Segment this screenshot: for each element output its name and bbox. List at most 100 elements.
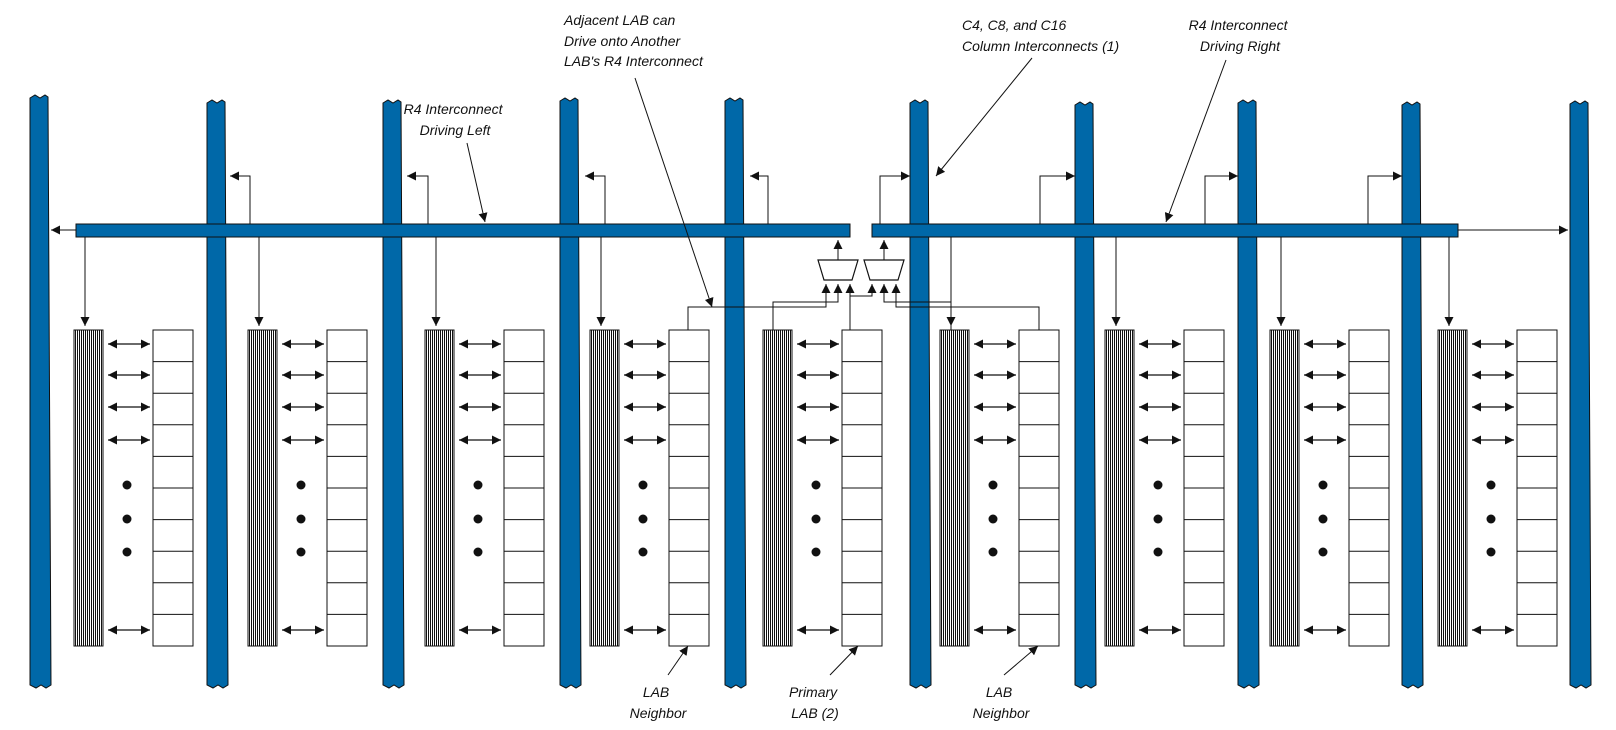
mux-input: [772, 284, 843, 330]
driver-multiplexer-right: [863, 259, 905, 281]
lab: [424, 329, 545, 647]
local-interconnect-block: [589, 329, 620, 647]
local-interconnect-frame: [1437, 329, 1468, 647]
ellipsis-dot: [296, 514, 306, 524]
lab-neighbor-right-label: LAB Neighbor: [973, 684, 1031, 721]
local-interconnect-block: [247, 329, 278, 647]
ellipsis-dot: [638, 480, 648, 490]
ellipsis-dot: [1486, 480, 1496, 490]
lab: [1104, 329, 1225, 647]
lab: [1437, 329, 1558, 647]
ellipsis-dot: [1153, 514, 1163, 524]
logic-element-stack: [152, 329, 194, 647]
lab: [939, 329, 1060, 647]
ellipsis-dot: [811, 547, 821, 557]
lab: [247, 329, 368, 647]
column-interconnects: [29, 94, 1592, 689]
ellipsis-dot: [811, 514, 821, 524]
primary-lab-label: Primary LAB (2): [789, 684, 841, 721]
local-interconnect-frame: [73, 329, 104, 647]
r4-interconnect-left: [75, 223, 851, 238]
adjacent-lab-label: Adjacent LAB can Drive onto Another LAB'…: [563, 12, 704, 69]
local-interconnect-frame: [762, 329, 793, 647]
driver-multiplexer-left: [817, 259, 859, 281]
lab: [589, 329, 710, 647]
annotation-pointers: [466, 57, 1227, 676]
column-interconnect: [1569, 100, 1592, 689]
local-interconnect-block: [1269, 329, 1300, 647]
ellipsis-dot: [988, 547, 998, 557]
local-interconnect-frame: [1269, 329, 1300, 647]
local-interconnect-frame: [939, 329, 970, 647]
r4-interconnect-right: [871, 223, 1459, 238]
local-interconnect-block: [1437, 329, 1468, 647]
ellipsis-dot: [296, 480, 306, 490]
lab-array: [73, 329, 1558, 647]
lab: [1269, 329, 1390, 647]
local-interconnect-frame: [589, 329, 620, 647]
ellipsis-dot: [638, 547, 648, 557]
ellipsis-dot: [122, 480, 132, 490]
logic-element-stack: [1348, 329, 1390, 647]
local-interconnect-block: [939, 329, 970, 647]
logic-element-stack: [668, 329, 710, 647]
column-driver-arrow: [585, 171, 606, 224]
ellipsis-dot: [1318, 547, 1328, 557]
ellipsis-dot: [296, 547, 306, 557]
logic-element-stack: [841, 329, 883, 647]
ellipsis-dot: [122, 547, 132, 557]
local-interconnect-frame: [1104, 329, 1135, 647]
ellipsis-dot: [1153, 480, 1163, 490]
ellipsis-dot: [473, 514, 483, 524]
lab: [762, 329, 883, 647]
local-interconnect-block: [73, 329, 104, 647]
ellipsis-dot: [473, 547, 483, 557]
mux-input: [879, 284, 952, 330]
column-interconnect: [909, 99, 932, 689]
column-driver-arrow: [879, 171, 910, 224]
local-interconnect-block: [1104, 329, 1135, 647]
mux-input: [891, 284, 1040, 330]
logic-element-stack: [1516, 329, 1558, 647]
lab-neighbor-left-label: LAB Neighbor: [630, 684, 688, 721]
ellipsis-dot: [988, 514, 998, 524]
logic-element-stack: [503, 329, 545, 647]
column-interconnect: [1237, 99, 1260, 689]
local-interconnect-block: [762, 329, 793, 647]
mux-input: [850, 284, 877, 297]
ellipsis-dot: [811, 480, 821, 490]
ellipsis-dot: [1486, 514, 1496, 524]
r4-left-label: R4 Interconnect Driving Left: [404, 101, 507, 138]
column-driver-arrow: [407, 171, 429, 224]
column-driver-arrow: [750, 171, 769, 224]
column-interconnect-label: C4, C8, and C16 Column Interconnects (1): [962, 17, 1119, 54]
column-interconnect: [206, 99, 229, 689]
column-driver-arrow: [1367, 171, 1402, 224]
ellipsis-dot: [1318, 514, 1328, 524]
ellipsis-dot: [1486, 547, 1496, 557]
column-interconnect: [1401, 101, 1424, 689]
column-interconnect: [559, 97, 582, 689]
local-interconnect-frame: [424, 329, 455, 647]
ellipsis-dot: [122, 514, 132, 524]
ellipsis-dot: [1318, 480, 1328, 490]
logic-element-stack: [1183, 329, 1225, 647]
ellipsis-dot: [988, 480, 998, 490]
local-interconnect-frame: [247, 329, 278, 647]
column-interconnect: [724, 97, 747, 689]
column-driver-arrow: [230, 171, 251, 224]
mux-input: [687, 284, 831, 330]
logic-element-stack: [1018, 329, 1060, 647]
ellipsis-dot: [1153, 547, 1163, 557]
driver-lines: [51, 171, 1568, 330]
column-interconnect: [29, 94, 52, 689]
column-driver-arrow: [1039, 171, 1075, 224]
local-interconnect-block: [424, 329, 455, 647]
r4-right-label: R4 Interconnect Driving Right: [1189, 17, 1292, 54]
column-interconnect: [1074, 101, 1097, 689]
ellipsis-dot: [473, 480, 483, 490]
ellipsis-dot: [638, 514, 648, 524]
column-interconnect: [382, 99, 405, 689]
column-driver-arrow: [1204, 171, 1238, 224]
